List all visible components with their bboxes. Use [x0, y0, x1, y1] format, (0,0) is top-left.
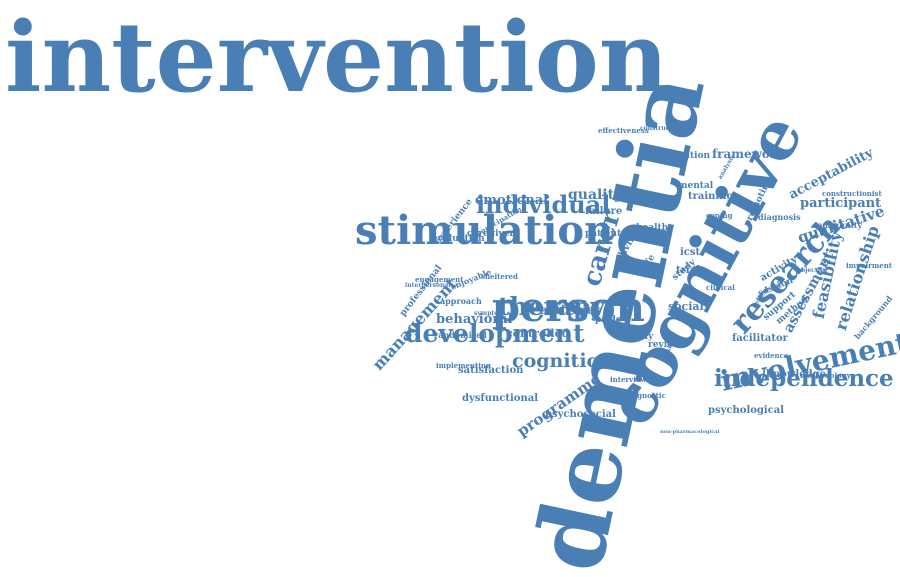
word-cognition: cognition: [512, 349, 614, 372]
word-constructionist: constructionist: [822, 189, 882, 199]
word-approach: approach: [440, 296, 482, 307]
word-framework: framework: [712, 146, 785, 161]
word-public: public: [628, 194, 660, 205]
word-satisfaction: satisfaction: [458, 364, 524, 376]
word-health: health: [636, 223, 669, 234]
word-social: social: [668, 299, 704, 313]
word-quality: quality: [568, 187, 623, 204]
word-effectiveness: effectiveness: [598, 126, 649, 136]
word-therapy: therapy: [498, 291, 606, 321]
word-diagnostic: diagnostic: [625, 391, 666, 401]
word-implementing: implementing: [436, 361, 491, 371]
word-diagnosis: diagnosis: [758, 212, 801, 223]
word-facilitator: facilitator: [732, 332, 788, 344]
word-independence: independence: [714, 365, 894, 393]
word-evidence: evidence: [754, 351, 789, 361]
word-non-pharmacological: non-pharmacological: [660, 428, 720, 435]
word-individual: individual: [476, 189, 611, 219]
word-impairment: impairment: [846, 261, 893, 271]
word-psychosocial: psychosocial: [545, 408, 616, 420]
word-participant: participant: [800, 195, 882, 211]
word-dysfunctional: dysfunctional: [462, 392, 539, 404]
word-sheltered: sheltered: [481, 272, 518, 282]
word-interpersonal: interpersonal: [405, 281, 451, 289]
word-failure: failure: [585, 205, 623, 217]
word-clinical: clinical: [706, 283, 735, 293]
word-training: training: [688, 190, 734, 202]
word-symptom: symptom: [474, 309, 505, 317]
word-knowledge: knowledge: [766, 368, 826, 380]
word-controlled: controlled: [506, 326, 570, 340]
word-construction: construction: [640, 124, 683, 132]
word-family: family: [622, 332, 654, 343]
word-coping: coping: [706, 211, 733, 221]
word-review: review: [648, 340, 681, 351]
word-community: community: [812, 220, 863, 231]
word-emotional: emotional: [475, 192, 549, 208]
word-patient: patient: [585, 229, 622, 240]
word-pride: pride: [595, 315, 622, 326]
word-evaluation: evaluation: [432, 234, 485, 245]
word-icst: icst: [680, 246, 701, 258]
word-interview: interview: [610, 375, 647, 385]
word-competency: competency: [596, 422, 630, 429]
word-psychological: psychological: [708, 404, 785, 416]
word-activation: activation: [660, 151, 711, 162]
word-stimulation: stimulation: [355, 207, 614, 254]
word-caregiver: caregiver: [467, 229, 515, 240]
word-intervention: intervention: [5, 1, 669, 115]
word-activities: activities: [540, 302, 602, 317]
word-mental: mental: [678, 181, 714, 192]
word-behavioral: behavioral: [436, 311, 513, 327]
word-randomized: randomized: [434, 330, 487, 341]
word-objective: objective: [797, 266, 828, 274]
word-methodology: methodology: [800, 371, 851, 381]
word-person: person: [492, 284, 645, 331]
word-trial: trial: [676, 264, 700, 276]
word-engagement: engagement: [415, 275, 464, 285]
word-development: development: [405, 318, 585, 348]
